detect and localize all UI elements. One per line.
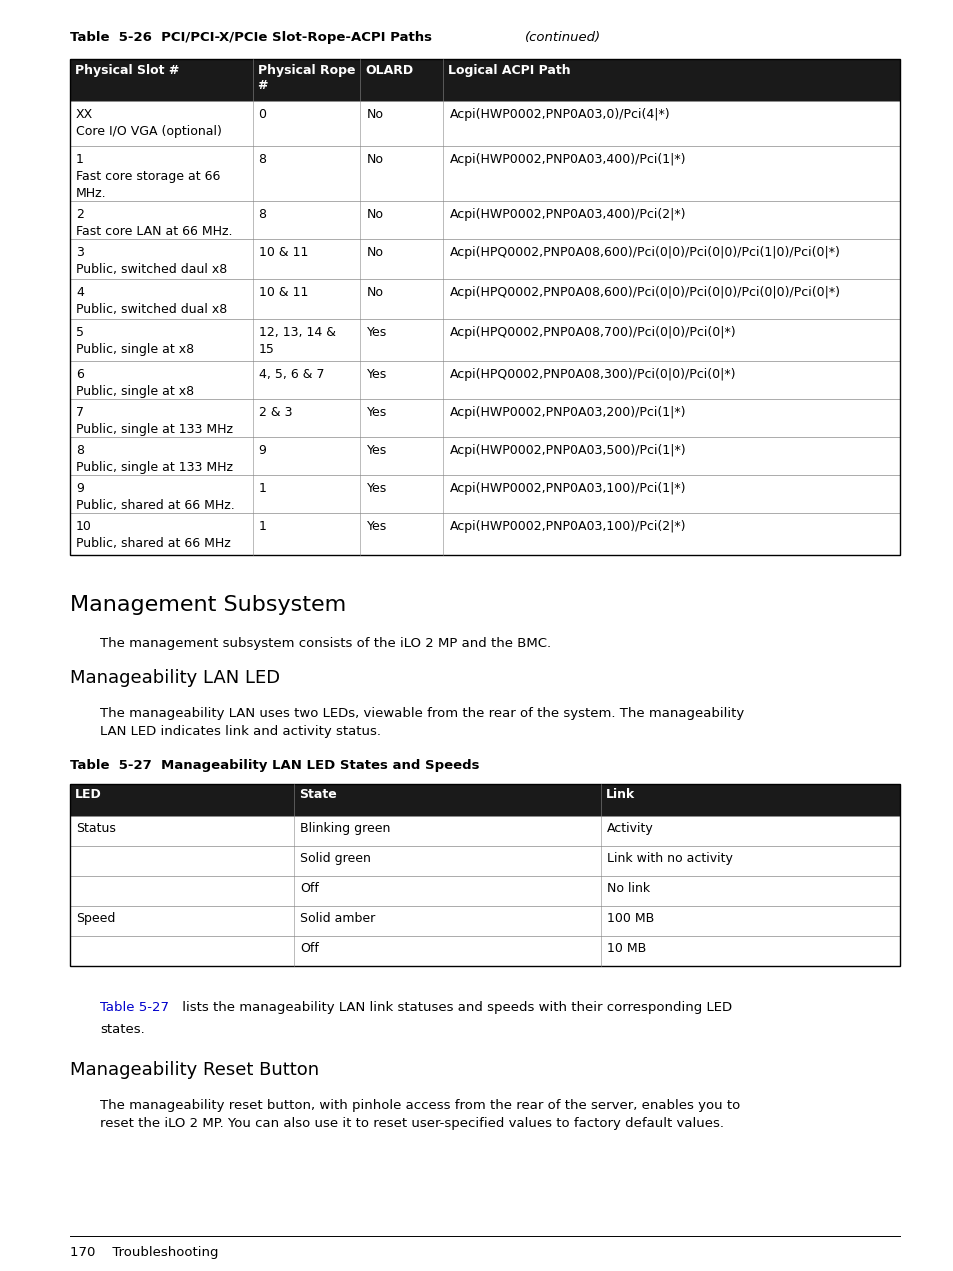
Text: 8: 8: [258, 153, 266, 167]
Text: Acpi(HWP0002,PNP0A03,500)/Pci(1|*): Acpi(HWP0002,PNP0A03,500)/Pci(1|*): [449, 444, 685, 458]
Bar: [70, 935, 899, 966]
Text: Acpi(HWP0002,PNP0A03,400)/Pci(2|*): Acpi(HWP0002,PNP0A03,400)/Pci(2|*): [449, 208, 685, 221]
Text: 10
Public, shared at 66 MHz: 10 Public, shared at 66 MHz: [76, 520, 231, 550]
Bar: [70, 816, 899, 846]
Text: No link: No link: [606, 882, 650, 895]
Text: State: State: [299, 788, 336, 801]
Text: 9: 9: [258, 444, 266, 458]
Text: 2 & 3: 2 & 3: [258, 405, 292, 419]
Bar: [70, 876, 899, 906]
Bar: [70, 906, 899, 935]
Text: Link: Link: [605, 788, 635, 801]
Text: 100 MB: 100 MB: [606, 913, 654, 925]
Bar: [70, 846, 899, 876]
Text: The manageability reset button, with pinhole access from the rear of the server,: The manageability reset button, with pin…: [100, 1099, 740, 1130]
Text: Off: Off: [300, 882, 318, 895]
Bar: [70, 319, 899, 361]
Text: Manageability Reset Button: Manageability Reset Button: [70, 1061, 319, 1079]
Text: 8
Public, single at 133 MHz: 8 Public, single at 133 MHz: [76, 444, 233, 474]
Text: Speed: Speed: [76, 913, 115, 925]
Text: Solid green: Solid green: [300, 852, 371, 866]
Text: Yes: Yes: [366, 482, 386, 494]
Text: Table 5-27: Table 5-27: [100, 1002, 169, 1014]
Text: 1: 1: [258, 520, 266, 533]
Bar: [70, 399, 899, 437]
Text: 10 & 11: 10 & 11: [258, 286, 308, 299]
Bar: [70, 58, 899, 555]
Text: Management Subsystem: Management Subsystem: [70, 595, 346, 615]
Text: Table  5-26  PCI/PCI-X/PCIe Slot-Rope-ACPI Paths: Table 5-26 PCI/PCI-X/PCIe Slot-Rope-ACPI…: [70, 31, 436, 44]
Text: 6
Public, single at x8: 6 Public, single at x8: [76, 369, 193, 398]
Bar: [70, 280, 899, 319]
Text: OLARD: OLARD: [365, 64, 414, 78]
Text: No: No: [366, 286, 383, 299]
Text: Acpi(HWP0002,PNP0A03,0)/Pci(4|*): Acpi(HWP0002,PNP0A03,0)/Pci(4|*): [449, 108, 669, 121]
Text: 2
Fast core LAN at 66 MHz.: 2 Fast core LAN at 66 MHz.: [76, 208, 233, 238]
Text: Logical ACPI Path: Logical ACPI Path: [448, 64, 571, 78]
Bar: [70, 784, 899, 816]
Text: 10 MB: 10 MB: [606, 942, 646, 955]
Text: 1: 1: [258, 482, 266, 494]
Text: Yes: Yes: [366, 520, 386, 533]
Text: The manageability LAN uses two LEDs, viewable from the rear of the system. The m: The manageability LAN uses two LEDs, vie…: [100, 707, 743, 738]
Text: Acpi(HWP0002,PNP0A03,200)/Pci(1|*): Acpi(HWP0002,PNP0A03,200)/Pci(1|*): [449, 405, 685, 419]
Bar: [70, 146, 899, 201]
Bar: [70, 437, 899, 475]
Text: Yes: Yes: [366, 325, 386, 339]
Text: Activity: Activity: [606, 822, 653, 835]
Text: No: No: [366, 208, 383, 221]
Text: 10 & 11: 10 & 11: [258, 247, 308, 259]
Text: Blinking green: Blinking green: [300, 822, 390, 835]
Text: (continued): (continued): [524, 31, 600, 44]
Bar: [70, 58, 899, 100]
Text: 170    Troubleshooting: 170 Troubleshooting: [70, 1246, 218, 1260]
Text: XX
Core I/O VGA (optional): XX Core I/O VGA (optional): [76, 108, 222, 139]
Text: 1
Fast core storage at 66
MHz.: 1 Fast core storage at 66 MHz.: [76, 153, 220, 200]
Text: Link with no activity: Link with no activity: [606, 852, 732, 866]
Text: Acpi(HPQ0002,PNP0A08,600)/Pci(0|0)/Pci(0|0)/Pci(1|0)/Pci(0|*): Acpi(HPQ0002,PNP0A08,600)/Pci(0|0)/Pci(0…: [449, 247, 840, 259]
Text: No: No: [366, 108, 383, 121]
Text: Off: Off: [300, 942, 318, 955]
Text: Physical Rope
#: Physical Rope #: [257, 64, 355, 92]
Text: Manageability LAN LED: Manageability LAN LED: [70, 669, 280, 688]
Text: lists the manageability LAN link statuses and speeds with their corresponding LE: lists the manageability LAN link statuse…: [178, 1002, 731, 1014]
Bar: [70, 239, 899, 280]
Bar: [70, 475, 899, 513]
Text: 8: 8: [258, 208, 266, 221]
Text: Status: Status: [76, 822, 115, 835]
Text: Acpi(HWP0002,PNP0A03,100)/Pci(1|*): Acpi(HWP0002,PNP0A03,100)/Pci(1|*): [449, 482, 685, 494]
Text: Physical Slot #: Physical Slot #: [75, 64, 179, 78]
Text: No: No: [366, 247, 383, 259]
Text: 5
Public, single at x8: 5 Public, single at x8: [76, 325, 193, 356]
Text: Table  5-27  Manageability LAN LED States and Speeds: Table 5-27 Manageability LAN LED States …: [70, 759, 479, 771]
Text: Solid amber: Solid amber: [300, 913, 375, 925]
Text: states.: states.: [100, 1023, 145, 1036]
Bar: [70, 361, 899, 399]
Text: LED: LED: [75, 788, 102, 801]
Text: 7
Public, single at 133 MHz: 7 Public, single at 133 MHz: [76, 405, 233, 436]
Text: 4
Public, switched dual x8: 4 Public, switched dual x8: [76, 286, 227, 316]
Text: 12, 13, 14 &
15: 12, 13, 14 & 15: [258, 325, 335, 356]
Text: The management subsystem consists of the iLO 2 MP and the BMC.: The management subsystem consists of the…: [100, 637, 551, 649]
Text: Yes: Yes: [366, 405, 386, 419]
Bar: [70, 784, 899, 966]
Text: 3
Public, switched daul x8: 3 Public, switched daul x8: [76, 247, 227, 276]
Bar: [70, 100, 899, 146]
Text: 4, 5, 6 & 7: 4, 5, 6 & 7: [258, 369, 324, 381]
Bar: [70, 513, 899, 555]
Text: Acpi(HWP0002,PNP0A03,100)/Pci(2|*): Acpi(HWP0002,PNP0A03,100)/Pci(2|*): [449, 520, 685, 533]
Text: Yes: Yes: [366, 369, 386, 381]
Text: Acpi(HPQ0002,PNP0A08,300)/Pci(0|0)/Pci(0|*): Acpi(HPQ0002,PNP0A08,300)/Pci(0|0)/Pci(0…: [449, 369, 735, 381]
Text: Acpi(HPQ0002,PNP0A08,600)/Pci(0|0)/Pci(0|0)/Pci(0|0)/Pci(0|*): Acpi(HPQ0002,PNP0A08,600)/Pci(0|0)/Pci(0…: [449, 286, 840, 299]
Text: Yes: Yes: [366, 444, 386, 458]
Text: Acpi(HWP0002,PNP0A03,400)/Pci(1|*): Acpi(HWP0002,PNP0A03,400)/Pci(1|*): [449, 153, 685, 167]
Text: 0: 0: [258, 108, 266, 121]
Text: 9
Public, shared at 66 MHz.: 9 Public, shared at 66 MHz.: [76, 482, 234, 512]
Bar: [70, 201, 899, 239]
Text: Acpi(HPQ0002,PNP0A08,700)/Pci(0|0)/Pci(0|*): Acpi(HPQ0002,PNP0A08,700)/Pci(0|0)/Pci(0…: [449, 325, 736, 339]
Text: No: No: [366, 153, 383, 167]
